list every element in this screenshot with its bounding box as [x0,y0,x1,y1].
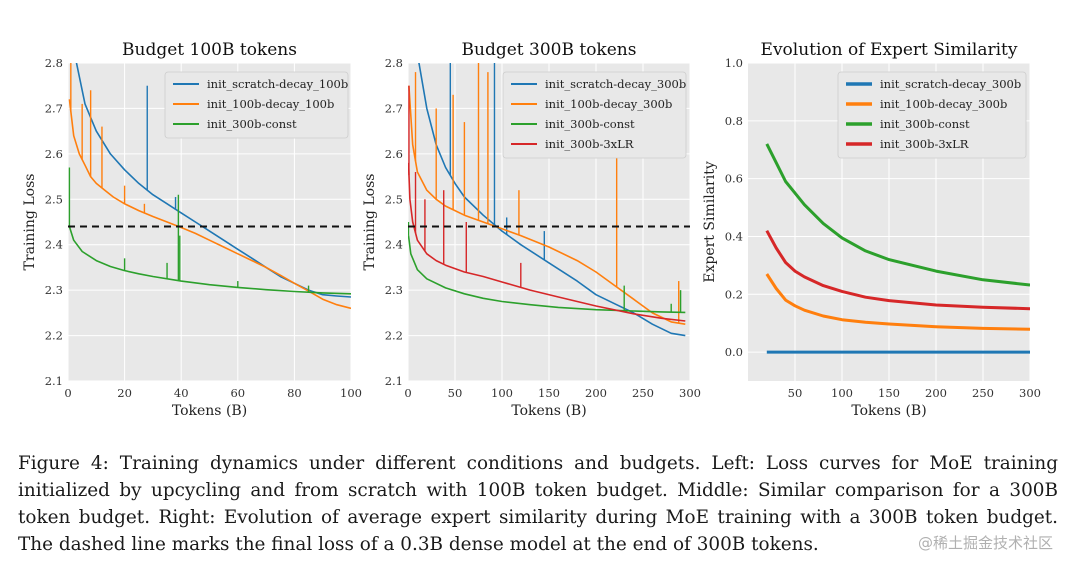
x-tick-label: 150 [538,386,560,400]
x-tick-label: 0 [404,386,411,400]
y-tick-label: 0.2 [725,287,743,301]
x-axis-label: Tokens (B) [511,403,586,419]
x-tick-label: 300 [679,386,701,400]
x-tick-label: 100 [831,386,853,400]
series-line-init_300b-const [408,235,686,314]
legend-label: init_300b-const [545,117,635,131]
y-tick-label: 2.3 [385,283,403,297]
y-tick-label: 0.6 [725,172,743,186]
x-tick-label: 250 [972,386,994,400]
y-tick-label: 2.8 [45,56,63,70]
legend-label: init_100b-decay_100b [207,97,334,111]
chart-title: Evolution of Expert Similarity [761,40,1018,60]
y-axis-label: Training Loss [362,174,378,271]
y-tick-label: 0.0 [725,345,743,359]
x-tick-label: 20 [117,386,132,400]
x-tick-label: 0 [64,386,71,400]
y-tick-label: 0.8 [725,114,743,128]
x-tick-label: 50 [788,386,803,400]
series-line-init_300b-const [68,226,351,295]
y-tick-label: 2.6 [385,147,403,161]
legend-label: init_300b-3xLR [545,137,634,151]
y-tick-label: 2.5 [385,192,403,206]
panel-budget-100b: 0 20 40 60 80 100 2.1 2.2 2.3 2.4 2.5 2.6 2.7 2.8 Budg… [22,40,362,419]
y-tick-label: 2.5 [45,192,63,206]
x-tick-label: 200 [925,386,947,400]
y-tick-label: 2.4 [385,238,403,252]
x-tick-label: 80 [287,386,302,400]
x-tick-label: 200 [585,386,607,400]
chart-title: Budget 100B tokens [122,40,297,60]
legend-label: init_scratch-decay_300b [545,77,686,91]
series-line-init_100b-decay_300b [408,85,686,325]
y-tick-label: 2.1 [385,374,403,388]
legend-label: init_scratch-decay_300b [880,77,1021,91]
series-layer [408,63,686,337]
y-axis-label: Training Loss [22,174,38,271]
x-axis-label: Tokens (B) [172,403,247,419]
panel-budget-300b: 0 50 100 150 200 250 300 2.1 2.2 2.3 2.4 2.5 2.6 2.7 2… [362,40,701,419]
x-tick-label: 100 [340,386,362,400]
legend-label: init_100b-decay_300b [880,97,1007,111]
y-tick-label: 2.7 [385,101,403,115]
legend-box [164,71,349,139]
y-axis-label: Expert Similarity [702,161,718,283]
y-tick-label: 1.0 [725,56,743,70]
y-tick-label: 0.4 [725,229,743,243]
y-tick-label: 2.7 [45,101,63,115]
y-tick-label: 2.4 [45,238,63,252]
legend-box [502,71,687,159]
watermark: @稀土掘金技术社区 [918,534,1054,552]
legend-label: init_300b-3xLR [880,137,969,151]
y-tick-label: 2.2 [385,329,403,343]
x-tick-label: 150 [878,386,900,400]
x-tick-label: 250 [632,386,654,400]
figure-caption: Figure 4: Training dynamics under differ… [18,453,1058,555]
x-tick-label: 100 [491,386,513,400]
legend-label: init_300b-const [207,117,297,131]
x-tick-label: 50 [448,386,463,400]
x-tick-label: 300 [1019,386,1041,400]
x-tick-label: 40 [174,386,189,400]
y-tick-label: 2.3 [45,283,63,297]
series-layer [765,143,1030,354]
legend-label: init_scratch-decay_100b [207,77,348,91]
series-line-init_300b-const [765,143,1030,287]
legend-label: init_100b-decay_300b [545,97,672,111]
y-tick-label: 2.8 [385,56,403,70]
y-tick-label: 2.1 [45,374,63,388]
legend-box [837,71,1027,159]
x-tick-label: 60 [230,386,245,400]
panel-expert-similarity: 50 100 150 200 250 300 0.0 0.2 0.4 0.6 0.8 1.0 Evolu… [702,40,1041,419]
series-line-init_300b-3xLR [765,229,1030,311]
figure-canvas: 0 20 40 60 80 100 2.1 2.2 2.3 2.4 2.5 2.6 2.7 2.8 Budg… [22,40,1041,419]
y-tick-label: 2.6 [45,147,63,161]
x-axis-label: Tokens (B) [851,403,926,419]
y-tick-label: 2.2 [45,329,63,343]
chart-title: Budget 300B tokens [462,40,637,60]
series-line-init_100b-decay_300b [765,273,1030,331]
legend-label: init_300b-const [880,117,970,131]
